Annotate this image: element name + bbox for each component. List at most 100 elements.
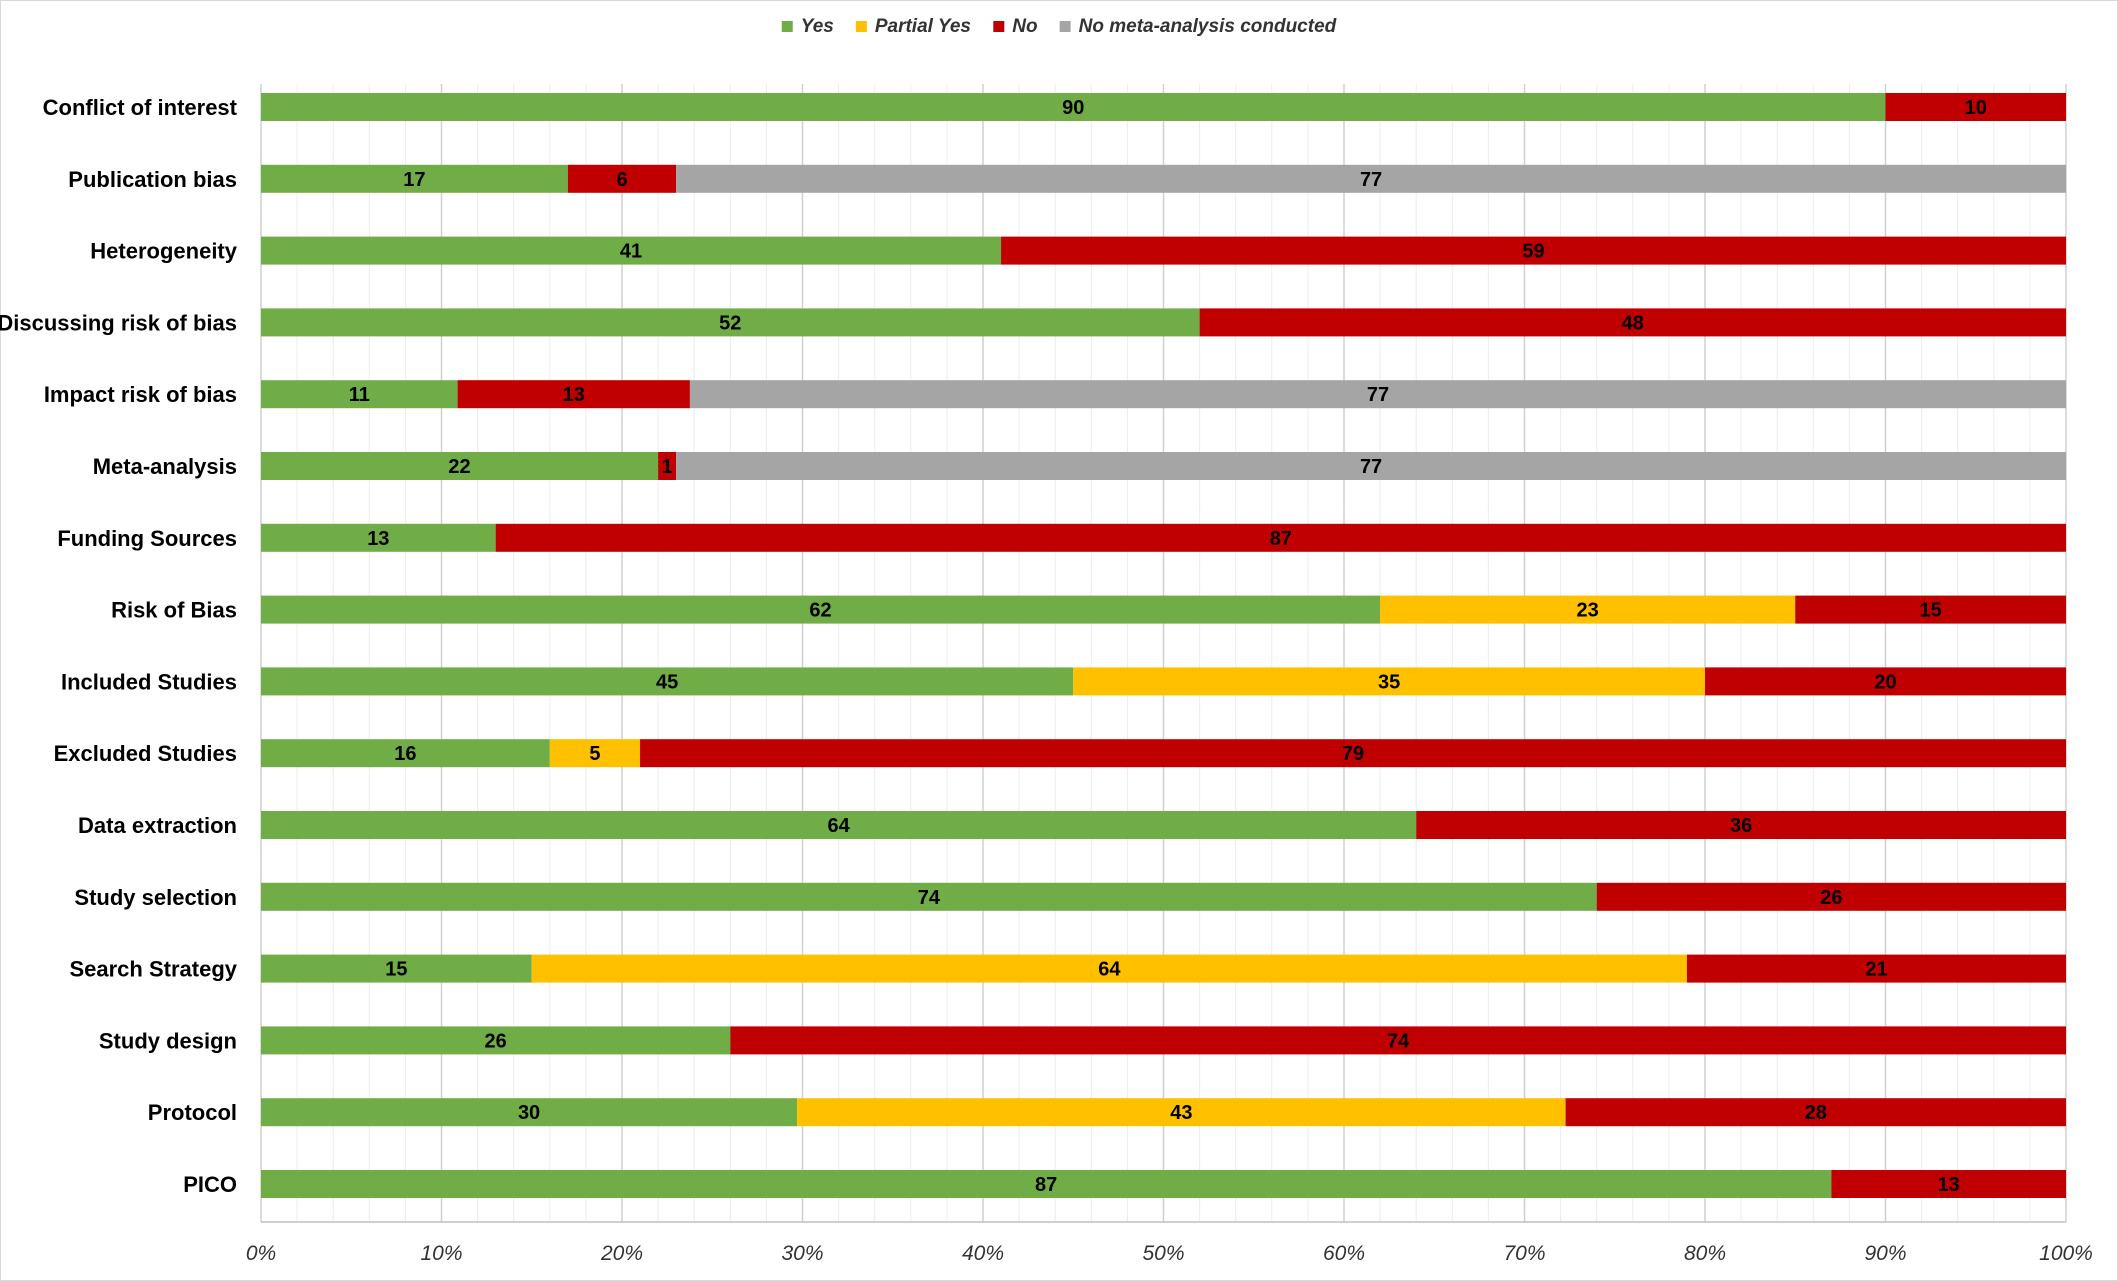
data-label-partial-yes-excluded-studies: 5: [589, 743, 600, 765]
data-label-no-conflict-of-interest: 10: [1965, 97, 1987, 119]
bar-yes-pico: [261, 1170, 1832, 1198]
category-label-funding-sources: Funding Sources: [57, 526, 237, 551]
bar-no-meta-analysis: [658, 452, 677, 480]
data-label-yes-conflict-of-interest: 90: [1062, 97, 1084, 119]
data-label-no-data-extraction: 36: [1730, 815, 1752, 837]
category-label-risk-of-bias: Risk of Bias: [111, 598, 237, 623]
data-label-yes-impact-risk-of-bias: 11: [349, 384, 370, 406]
category-label-discussing-risk-of-bias: Discussing risk of bias: [0, 310, 237, 335]
data-label-yes-pico: 87: [1035, 1174, 1057, 1196]
x-tick-label: 100%: [2039, 1242, 2093, 1265]
data-label-no-risk-of-bias: 15: [1920, 600, 1942, 622]
bar-yes-funding-sources: [261, 523, 496, 552]
legend-label-partial-yes: Partial Yes: [875, 16, 971, 37]
legend-item-no: No: [993, 16, 1038, 37]
bar-no-funding-sources: [495, 523, 2066, 552]
x-tick-label: 50%: [1142, 1242, 1184, 1265]
bar-partial-yes-search-strategy: [531, 954, 1687, 983]
bar-yes-study-design: [261, 1026, 731, 1055]
legend-item-yes: Yes: [781, 16, 834, 37]
data-label-yes-excluded-studies: 16: [394, 743, 416, 765]
x-tick-label: 20%: [600, 1242, 643, 1265]
category-label-protocol: Protocol: [148, 1100, 237, 1125]
bar-no-study-design: [730, 1026, 2066, 1055]
bar-no-impact-risk-of-bias: [457, 380, 690, 409]
bar-no-publication-bias: [567, 164, 677, 193]
x-tick-label: 30%: [781, 1242, 823, 1265]
bar-no-meta-analysis-conducted-publication-bias: [676, 164, 2066, 193]
bar-no-pico: [1831, 1170, 2066, 1198]
category-label-search-strategy: Search Strategy: [69, 957, 237, 982]
data-label-yes-publication-bias: 17: [403, 169, 425, 191]
data-label-yes-risk-of-bias: 62: [809, 600, 831, 622]
data-label-yes-study-selection: 74: [918, 887, 941, 909]
data-label-no-excluded-studies: 79: [1342, 743, 1364, 765]
bar-yes-conflict-of-interest: [261, 93, 1886, 121]
bar-yes-heterogeneity: [261, 236, 1002, 265]
data-label-no-publication-bias: 6: [616, 169, 627, 191]
bar-no-data-extraction: [1416, 811, 2066, 839]
bar-no-search-strategy: [1686, 954, 2066, 983]
bar-yes-included-studies: [261, 667, 1074, 696]
legend-item-no-meta-analysis-conducted: No meta-analysis conducted: [1059, 16, 1337, 37]
category-labels: Conflict of interest Publication bias Hete…: [0, 95, 238, 1197]
data-label-no-meta-analysis-conducted-impact-risk-of-bias: 77: [1367, 384, 1389, 406]
category-label-data-extraction: Data extraction: [78, 813, 237, 838]
data-label-no-included-studies: 20: [1874, 671, 1896, 693]
data-label-no-discussing-risk-of-bias: 48: [1622, 312, 1644, 334]
data-labels: 90 10 17 6 77 41 59 52 48 11 13 77 22 1 77 13 87 62 23 15 45…: [349, 97, 1987, 1196]
bar-yes-excluded-studies: [261, 739, 550, 768]
x-tick-label: 70%: [1503, 1242, 1545, 1265]
category-label-impact-risk-of-bias: Impact risk of bias: [44, 382, 237, 407]
bar-yes-search-strategy: [261, 954, 532, 983]
data-label-yes-discussing-risk-of-bias: 52: [719, 312, 741, 334]
bar-yes-protocol: [261, 1098, 798, 1127]
data-label-no-meta-analysis-conducted-publication-bias: 77: [1360, 169, 1382, 191]
legend-swatch-no: [993, 21, 1005, 32]
bar-partial-yes-excluded-studies: [549, 739, 641, 768]
legend-swatch-yes: [781, 21, 793, 32]
category-label-heterogeneity: Heterogeneity: [90, 239, 237, 264]
data-label-no-heterogeneity: 59: [1522, 241, 1544, 263]
x-tick-labels: 0% 10% 20% 30% 40% 50% 60% 70% 80% 90% 100%: [246, 1242, 2093, 1265]
data-label-no-pico: 13: [1938, 1174, 1960, 1196]
data-label-partial-yes-risk-of-bias: 23: [1577, 600, 1599, 622]
bar-no-study-selection: [1596, 882, 2066, 911]
x-tick-label: 10%: [420, 1242, 462, 1265]
x-tick-label: 0%: [246, 1242, 276, 1265]
data-label-yes-study-design: 26: [485, 1030, 507, 1052]
bars: [261, 93, 2066, 1198]
legend-swatch-no-meta-analysis-conducted: [1059, 21, 1071, 32]
data-label-yes-funding-sources: 13: [367, 528, 389, 550]
category-label-excluded-studies: Excluded Studies: [54, 741, 237, 766]
data-label-no-protocol: 28: [1805, 1102, 1827, 1124]
x-tick-label: 80%: [1684, 1242, 1726, 1265]
bar-no-meta-analysis-conducted-impact-risk-of-bias: [689, 380, 2066, 409]
category-label-meta-analysis: Meta-analysis: [93, 454, 237, 479]
category-label-pico: PICO: [183, 1172, 237, 1197]
legend-swatch-partial-yes: [855, 21, 867, 32]
bar-yes-meta-analysis: [261, 452, 659, 480]
legend-label-no: No: [1012, 16, 1037, 37]
bar-no-conflict-of-interest: [1885, 93, 2066, 121]
category-label-included-studies: Included Studies: [61, 669, 237, 694]
data-label-partial-yes-protocol: 43: [1170, 1102, 1192, 1124]
data-label-yes-heterogeneity: 41: [620, 241, 642, 263]
x-tick-label: 90%: [1864, 1242, 1906, 1265]
bar-no-discussing-risk-of-bias: [1199, 308, 2066, 337]
data-label-yes-protocol: 30: [518, 1102, 540, 1124]
data-label-no-impact-risk-of-bias: 13: [563, 384, 585, 406]
bar-yes-publication-bias: [261, 164, 568, 193]
bar-yes-risk-of-bias: [261, 595, 1381, 624]
bar-no-risk-of-bias: [1795, 595, 2066, 624]
bar-yes-impact-risk-of-bias: [261, 380, 458, 409]
legend: Yes Partial Yes No No meta-analysis conduct…: [781, 16, 1337, 37]
bar-no-meta-analysis-conducted-meta-analysis: [676, 452, 2066, 480]
bar-no-heterogeneity: [1001, 236, 2066, 265]
category-label-publication-bias: Publication bias: [68, 167, 237, 192]
bar-partial-yes-risk-of-bias: [1380, 595, 1796, 624]
data-label-partial-yes-included-studies: 35: [1378, 671, 1400, 693]
bar-no-excluded-studies: [640, 739, 2066, 768]
bar-partial-yes-protocol: [797, 1098, 1566, 1127]
